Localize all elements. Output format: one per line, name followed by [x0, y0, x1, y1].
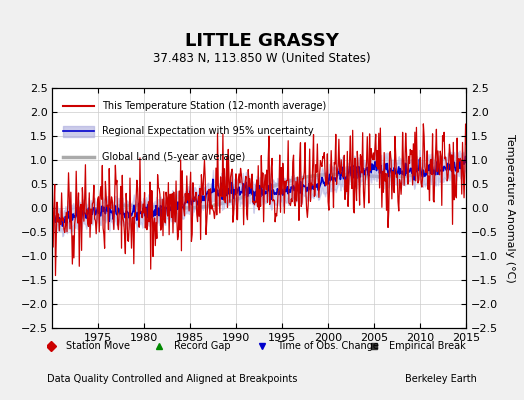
Text: Global Land (5-year average): Global Land (5-year average): [102, 152, 245, 162]
Text: LITTLE GRASSY: LITTLE GRASSY: [185, 32, 339, 50]
Text: Station Move: Station Move: [67, 341, 130, 351]
Text: Time of Obs. Change: Time of Obs. Change: [277, 341, 379, 351]
Text: Regional Expectation with 95% uncertainty: Regional Expectation with 95% uncertaint…: [102, 126, 314, 136]
Text: Empirical Break: Empirical Break: [389, 341, 465, 351]
Text: 37.483 N, 113.850 W (United States): 37.483 N, 113.850 W (United States): [153, 52, 371, 65]
Text: Data Quality Controlled and Aligned at Breakpoints: Data Quality Controlled and Aligned at B…: [47, 374, 298, 384]
Text: Berkeley Earth: Berkeley Earth: [405, 374, 477, 384]
Text: Record Gap: Record Gap: [174, 341, 231, 351]
Y-axis label: Temperature Anomaly (°C): Temperature Anomaly (°C): [505, 134, 515, 282]
Text: This Temperature Station (12-month average): This Temperature Station (12-month avera…: [102, 101, 326, 111]
